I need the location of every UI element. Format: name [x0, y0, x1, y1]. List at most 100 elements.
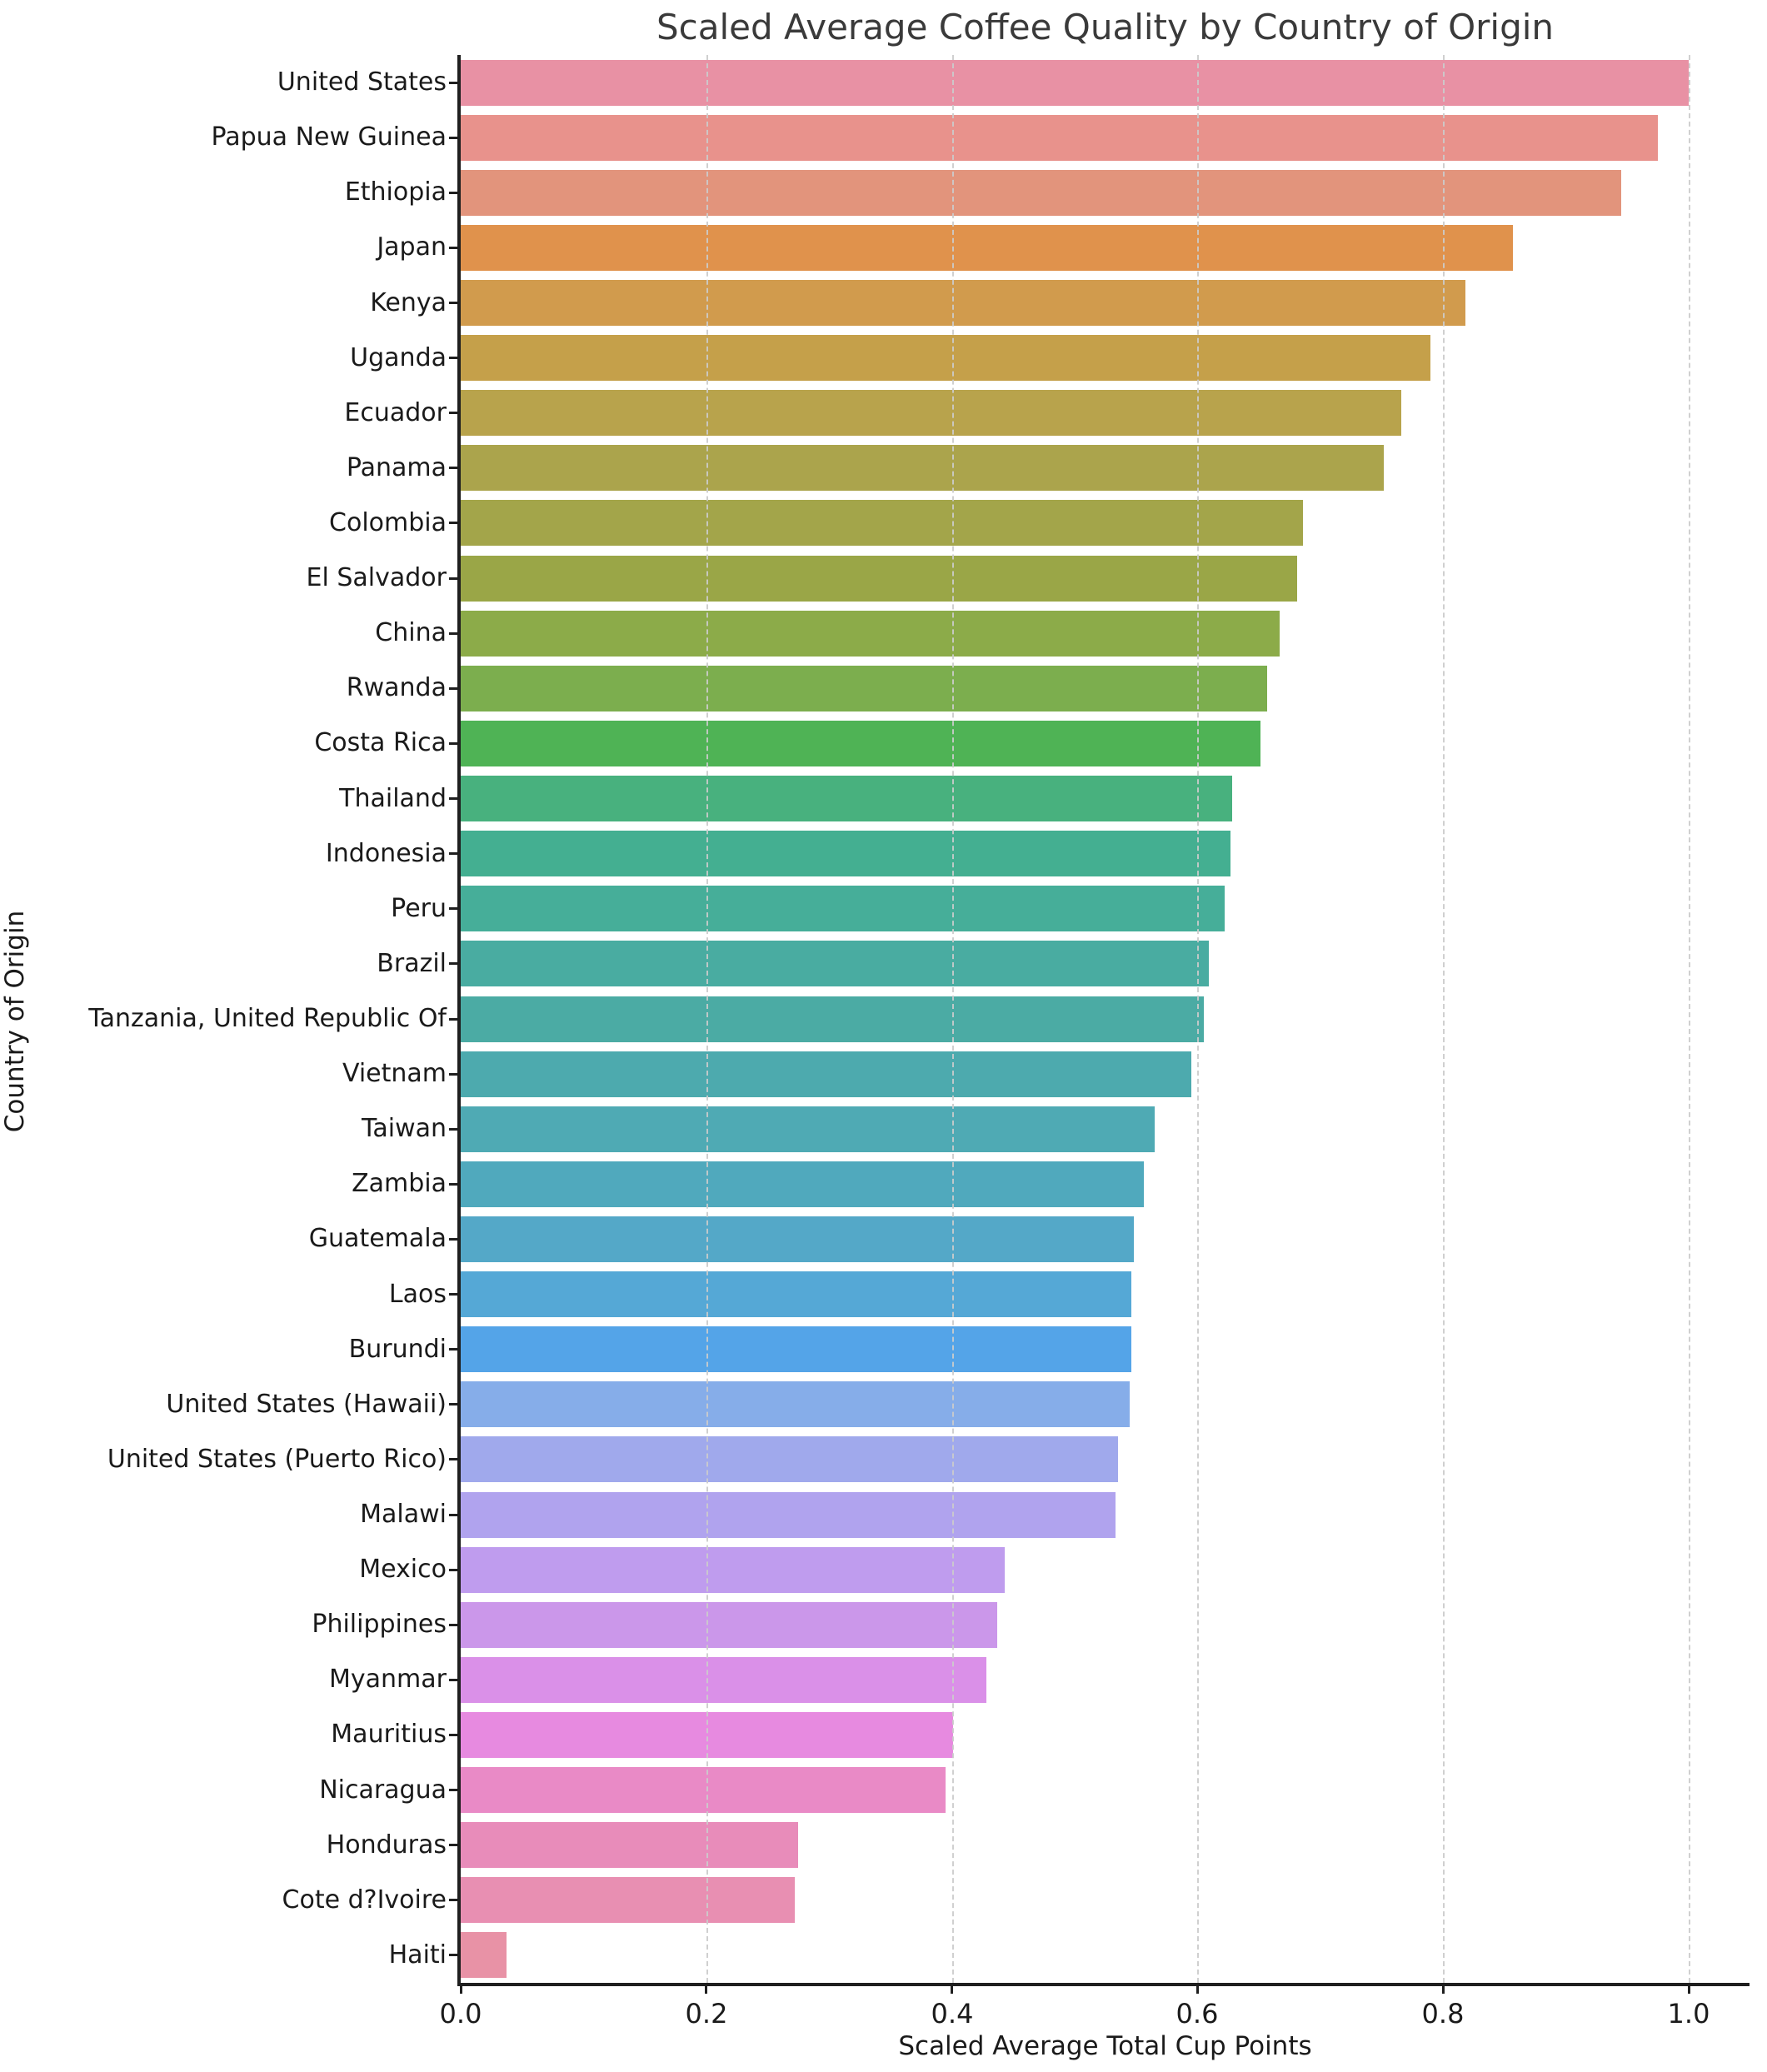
x-tick-mark	[1196, 1983, 1199, 1994]
x-tick-mark	[1688, 1983, 1690, 1994]
bar-malawi	[461, 1491, 1116, 1538]
bar-nicaragua	[461, 1767, 946, 1814]
bar-haiti	[461, 1932, 507, 1979]
bar-colombia	[461, 500, 1303, 547]
y-tick-mark	[449, 1513, 457, 1516]
x-axis-label: Scaled Average Total Cup Points	[898, 2031, 1312, 2061]
y-axis-spine	[457, 55, 461, 1983]
y-tick-mark	[449, 246, 457, 249]
y-tick-mark	[449, 632, 457, 635]
plot-area	[449, 55, 1750, 1986]
y-tick-mark	[449, 81, 457, 84]
y-tick-mark	[449, 467, 457, 470]
chart-title: Scaled Average Coffee Quality by Country…	[656, 7, 1555, 47]
y-tick-label: Brazil	[377, 948, 447, 978]
gridline-0.4	[952, 55, 954, 1983]
y-tick-label: Burundi	[348, 1334, 447, 1364]
y-tick-label: Tanzania, United Republic Of	[88, 1004, 447, 1033]
y-tick-mark	[449, 1293, 457, 1296]
bar-peru	[461, 886, 1225, 932]
bar-ethiopia	[461, 169, 1621, 216]
y-tick-mark	[449, 1458, 457, 1461]
y-tick-label: Cote d?Ivoire	[282, 1885, 447, 1915]
gridline-0.8	[1443, 55, 1445, 1983]
bar-costa-rica	[461, 720, 1260, 766]
y-tick-mark	[449, 412, 457, 415]
x-tick-mark	[705, 1983, 707, 1994]
bar-rwanda	[461, 665, 1267, 711]
bar-honduras	[461, 1822, 798, 1869]
y-tick-mark	[449, 907, 457, 911]
y-tick-label: Costa Rica	[314, 728, 447, 758]
y-tick-label: Thailand	[339, 783, 447, 813]
y-tick-mark	[449, 1072, 457, 1076]
y-tick-label: United States (Puerto Rico)	[107, 1444, 447, 1474]
y-tick-label: Laos	[388, 1279, 447, 1309]
bar-philippines	[461, 1601, 997, 1648]
y-tick-mark	[449, 687, 457, 690]
y-tick-label: Mexico	[359, 1555, 447, 1585]
bar-el-salvador	[461, 555, 1297, 602]
y-tick-mark	[449, 1348, 457, 1351]
y-tick-mark	[449, 1182, 457, 1186]
bar-panama	[461, 445, 1384, 492]
y-tick-label: United States	[277, 67, 447, 97]
bar-tanzania-united-republic-of	[461, 996, 1204, 1042]
bar-thailand	[461, 776, 1232, 822]
y-tick-mark	[449, 1403, 457, 1406]
bar-kenya	[461, 280, 1465, 326]
x-tick-label: 0.0	[439, 1998, 482, 2030]
bar-zambia	[461, 1161, 1144, 1207]
y-tick-label: El Salvador	[306, 563, 447, 593]
x-tick-mark	[460, 1983, 462, 1994]
bar-papua-new-guinea	[461, 114, 1658, 161]
y-tick-mark	[449, 1017, 457, 1021]
y-tick-label: Haiti	[388, 1940, 447, 1970]
bar-taiwan	[461, 1106, 1155, 1152]
bar-vietnam	[461, 1051, 1191, 1097]
x-tick-label: 0.6	[1176, 1998, 1219, 2030]
bar-laos	[461, 1271, 1131, 1318]
x-tick-mark	[1442, 1983, 1445, 1994]
x-tick-label: 0.8	[1421, 1998, 1465, 2030]
y-tick-label: China	[375, 618, 447, 648]
bar-united-states-puerto-rico-	[461, 1436, 1118, 1483]
y-tick-label: Nicaragua	[319, 1775, 447, 1805]
bar-united-states-hawaii-	[461, 1381, 1130, 1428]
y-tick-mark	[449, 1789, 457, 1792]
x-tick-label: 0.4	[931, 1998, 974, 2030]
y-tick-label: Rwanda	[346, 673, 447, 703]
y-tick-label: Kenya	[370, 287, 447, 317]
y-tick-mark	[449, 577, 457, 580]
y-tick-label: Guatemala	[308, 1224, 447, 1254]
y-tick-mark	[449, 357, 457, 360]
y-tick-mark	[449, 1844, 457, 1847]
y-tick-label: Philippines	[312, 1610, 447, 1640]
y-tick-label: Ethiopia	[344, 177, 447, 207]
gridline-0.2	[706, 55, 708, 1983]
y-tick-mark	[449, 962, 457, 966]
y-tick-label: Papua New Guinea	[211, 122, 447, 152]
y-tick-label: Indonesia	[325, 838, 447, 868]
y-tick-mark	[449, 741, 457, 745]
y-tick-label: Panama	[346, 452, 447, 482]
y-tick-label: United States (Hawaii)	[166, 1389, 447, 1419]
y-tick-mark	[449, 302, 457, 304]
y-tick-mark	[449, 136, 457, 139]
y-tick-label: Vietnam	[342, 1059, 447, 1089]
y-tick-mark	[449, 1899, 457, 1902]
bar-mexico	[461, 1546, 1005, 1593]
y-tick-label: Zambia	[352, 1169, 447, 1199]
bar-burundi	[461, 1326, 1131, 1373]
bar-china	[461, 610, 1280, 657]
y-tick-label: Malawi	[360, 1500, 447, 1530]
y-tick-mark	[449, 797, 457, 801]
bar-brazil	[461, 941, 1209, 987]
y-tick-mark	[449, 1678, 457, 1681]
gridline-1.0	[1689, 55, 1690, 1983]
gridline-0.6	[1197, 55, 1199, 1983]
x-tick-label: 0.2	[685, 1998, 728, 2030]
y-tick-label: Mauritius	[331, 1720, 447, 1750]
y-tick-label: Peru	[391, 893, 447, 923]
